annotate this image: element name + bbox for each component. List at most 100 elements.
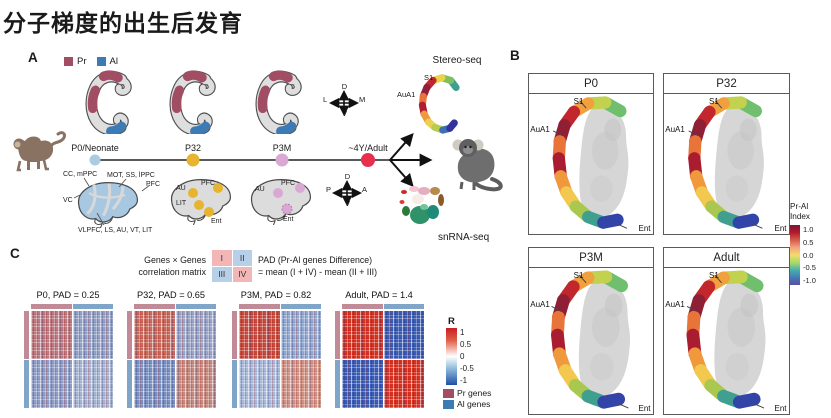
quadrant-tl	[134, 311, 175, 359]
pr-annotation	[127, 311, 132, 359]
al-genes-legend-item: Al genes	[443, 399, 491, 410]
p32-region-label-pfc: PFC	[201, 180, 215, 187]
infant-marmoset-illustration	[12, 131, 67, 172]
quadrant-br	[383, 360, 424, 408]
heatmap-top-annotation	[342, 304, 424, 309]
pr-annotation	[342, 304, 383, 309]
quadrant-br	[72, 360, 113, 408]
heatmap-title: P3M, PAD = 0.82	[240, 290, 312, 300]
brain-section-adult: S1 AuA1 Ent	[664, 268, 789, 414]
quadrant-iii: III	[212, 266, 232, 282]
arrow-to-stereo-seq	[389, 133, 414, 161]
pr-annotation	[232, 311, 237, 359]
quadrant-br	[175, 360, 216, 408]
heatmap-top-annotation	[134, 304, 216, 309]
heatmap-left-annotation	[232, 311, 237, 408]
compass-pa-p: P	[326, 185, 332, 194]
cortex-schematic-p3m	[261, 75, 297, 131]
compass-pa-icon	[331, 179, 363, 207]
compass-lm-l: L	[323, 95, 328, 104]
heatmap-title: P32, PAD = 0.65	[136, 290, 205, 300]
ent-label: Ent	[638, 223, 651, 233]
stereo-seq-label: Stereo-seq	[432, 55, 482, 66]
pr-annotation	[31, 304, 72, 309]
quadrant-i: I	[212, 250, 232, 266]
figure-title: 分子梯度的出生后发育	[3, 10, 243, 36]
pr-swatch	[64, 57, 73, 66]
p0-region-label-cc-mppc: CC, mPPC	[63, 171, 98, 178]
p32-sample-dots	[188, 183, 223, 217]
quadrant-tr	[72, 311, 113, 359]
compass-pa-v: V	[344, 199, 350, 208]
al-label: Al	[109, 56, 118, 67]
quadrant-tr	[175, 311, 216, 359]
genes-legend: Pr genes Al genes	[443, 388, 491, 410]
pr-label: Pr	[77, 56, 87, 67]
compass-lm-icon	[328, 89, 360, 117]
compass-pa-a: A	[362, 185, 368, 194]
quadrant-tl	[239, 311, 280, 359]
adult-marmoset-illustration	[450, 137, 503, 192]
aua1-label: AuA1	[665, 300, 685, 310]
timeline-point-p3m	[275, 153, 289, 167]
brain-schematic-p0	[77, 181, 139, 228]
timeline-label-adult: ~4Y/Adult	[348, 143, 388, 153]
cortex-schematic-p32	[175, 75, 211, 131]
quadrant-iv: IV	[232, 266, 252, 282]
p0-region-label-mot-ss-lppc: MOT, SS, lPPC	[107, 172, 155, 179]
compass-pa-d: D	[344, 172, 351, 181]
quadrant-bl	[239, 360, 280, 408]
brain-section-p0: S1 AuA1 Ent	[529, 94, 653, 234]
ent-label: Ent	[638, 403, 651, 413]
timeline-label-p0: P0/Neonate	[71, 143, 119, 153]
panel-b-box-p0: P0 S1 AuA1 Ent	[528, 73, 654, 235]
arrow-to-snrna-seq	[389, 159, 414, 187]
timeline-label-p32: P32	[184, 143, 201, 153]
tick: 0	[460, 352, 465, 361]
panel-b-box-p3m: P3M S1 AuA1 Ent	[528, 247, 654, 415]
quadrant-br	[280, 360, 321, 408]
brain-section-p32: S1 AuA1 Ent	[664, 94, 789, 234]
box-title-adult: Adult	[664, 248, 789, 268]
heatmap-p3m: P3M, PAD = 0.82	[229, 290, 323, 414]
p3m-region-label-ent: Ent	[283, 216, 294, 223]
matrix-caption: Genes × Genes correlation matrix	[98, 255, 206, 278]
panel-b-box-p32: P32 S1 AuA1 Ent	[663, 73, 790, 235]
pr-annotation	[24, 311, 29, 359]
tick: 0.5	[803, 237, 814, 247]
s1-label: S1	[709, 270, 719, 280]
pr-al-gradient-bar	[790, 225, 800, 285]
quadrant-tl	[342, 311, 383, 359]
s1-label: S1	[573, 270, 584, 280]
matrix-caption-line2: correlation matrix	[138, 266, 206, 277]
quadrant-bl	[134, 360, 175, 408]
al-annotation	[383, 304, 424, 309]
pr-genes-legend-item: Pr genes	[443, 388, 491, 399]
matrix-caption-line1: Genes × Genes	[144, 255, 206, 265]
al-swatch	[96, 57, 106, 66]
aua1-label: AuA1	[665, 124, 685, 134]
quadrant-bl	[342, 360, 383, 408]
umap-plot	[399, 186, 444, 224]
pr-al-ticks: 1.0 0.5 0.0 -0.5 -1.0	[803, 225, 816, 285]
timeline-label-p3m: P3M	[272, 143, 292, 153]
pr-annotation	[134, 304, 175, 309]
compass-lm-v: V	[341, 109, 347, 118]
quadrant-diagram: I II III IV	[212, 250, 252, 282]
al-annotation	[232, 360, 237, 408]
stereo-seq-strip	[422, 78, 456, 130]
tick: -0.5	[803, 263, 816, 273]
r-colorbar: R 1 0.5 0 -0.5 -1	[446, 316, 490, 385]
panel-b-label: B	[510, 48, 520, 63]
pr-al-colorbar: Pr-Al Index 1.0 0.5 0.0 -0.5 -1.0	[790, 202, 830, 285]
snrna-seq-label: snRNA-seq	[438, 232, 490, 243]
aua1-label: AuA1	[530, 124, 550, 134]
stereo-s1-label: S1	[424, 73, 434, 82]
heatmap-left-annotation	[335, 311, 340, 408]
pad-definition: PAD (Pr-Al genes Difference) = mean (I +…	[258, 255, 377, 278]
box-title-p32: P32	[664, 74, 789, 94]
al-annotation	[335, 360, 340, 408]
pr-annotation	[239, 304, 280, 309]
p3m-sample-dots	[273, 183, 305, 215]
panel-a-label: A	[28, 50, 38, 65]
